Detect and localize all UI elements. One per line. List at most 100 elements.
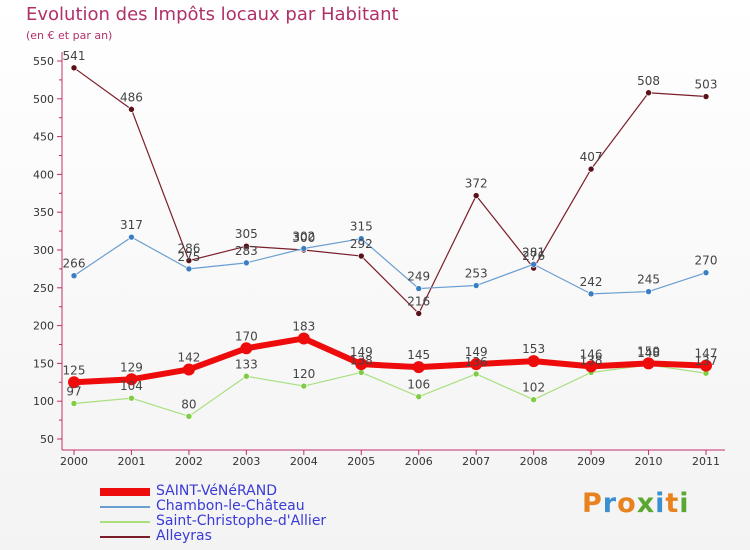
data-label: 80 xyxy=(181,397,196,411)
data-point xyxy=(357,252,365,260)
data-label: 372 xyxy=(465,177,488,191)
data-label: 281 xyxy=(522,245,545,259)
y-tick-label: 200 xyxy=(33,320,54,333)
data-point xyxy=(357,235,365,242)
logo-letter: o xyxy=(617,488,637,519)
data-label: 276 xyxy=(522,249,545,263)
data-point xyxy=(702,93,710,100)
y-tick-label: 400 xyxy=(33,168,54,181)
y-tick-label: 550 xyxy=(33,55,54,68)
data-point xyxy=(243,372,250,380)
data-label: 150 xyxy=(637,344,660,358)
data-label: 146 xyxy=(580,347,603,361)
data-label: 266 xyxy=(63,257,86,271)
data-label: 305 xyxy=(235,227,258,241)
data-point xyxy=(645,89,652,97)
y-tick-label: 50 xyxy=(40,433,54,446)
data-point xyxy=(243,259,250,267)
data-point xyxy=(530,396,537,403)
chart-subtitle: (en € et par an) xyxy=(26,29,113,42)
data-point xyxy=(415,310,423,317)
x-tick-label: 2008 xyxy=(520,455,548,468)
data-point xyxy=(185,413,193,420)
y-tick-label: 300 xyxy=(33,244,54,257)
data-label: 249 xyxy=(407,270,430,284)
data-point xyxy=(240,342,253,355)
y-tick-label: 250 xyxy=(33,282,54,295)
logo-letter: P xyxy=(582,488,603,519)
legend-swatch xyxy=(100,488,150,496)
data-point xyxy=(355,358,368,371)
data-point xyxy=(357,369,365,376)
data-point xyxy=(128,233,135,241)
data-point xyxy=(702,269,710,276)
logo-letter: i xyxy=(679,488,690,519)
data-point xyxy=(128,394,135,402)
data-label: 486 xyxy=(120,90,143,104)
proxiti-logo: Proxiti xyxy=(582,488,690,519)
data-label: 149 xyxy=(465,345,488,359)
data-point xyxy=(587,290,595,298)
legend-swatch xyxy=(100,521,150,523)
data-label: 302 xyxy=(292,229,315,243)
data-point xyxy=(470,358,483,371)
data-label: 253 xyxy=(465,267,488,281)
data-label: 138 xyxy=(350,353,373,367)
logo-letter: x xyxy=(636,488,656,519)
data-point xyxy=(125,373,138,386)
data-label: 137 xyxy=(695,354,718,368)
data-label: 148 xyxy=(637,346,660,360)
data-label: 503 xyxy=(695,78,718,92)
x-tick-label: 2005 xyxy=(347,455,375,468)
x-tick-label: 2009 xyxy=(577,455,605,468)
x-tick-label: 2001 xyxy=(117,455,145,468)
legend-label: Chambon-le-Château xyxy=(156,498,305,514)
y-tick-label: 500 xyxy=(33,93,54,106)
data-point xyxy=(642,357,655,370)
data-label: 275 xyxy=(177,250,200,264)
data-point xyxy=(415,285,423,292)
y-tick-label: 350 xyxy=(33,206,54,219)
data-label: 120 xyxy=(292,367,315,381)
data-label: 292 xyxy=(350,237,373,251)
series-line-saint-christophe-d-allier xyxy=(73,364,707,417)
data-label: 541 xyxy=(63,49,86,63)
x-tick-label: 2006 xyxy=(405,455,433,468)
data-point xyxy=(300,382,308,390)
data-label: 317 xyxy=(120,218,143,232)
data-label: 270 xyxy=(695,254,718,268)
data-point xyxy=(527,355,540,368)
data-label: 315 xyxy=(350,220,373,234)
logo-letter: t xyxy=(665,488,680,519)
data-label: 125 xyxy=(63,363,86,377)
data-point xyxy=(185,257,193,264)
series-line-saint-v-n-rand xyxy=(73,335,707,386)
data-point xyxy=(243,242,250,250)
x-tick-label: 2007 xyxy=(462,455,490,468)
data-label: 300 xyxy=(292,231,315,245)
legend-label: Alleyras xyxy=(156,528,212,544)
data-label: 170 xyxy=(235,329,258,343)
data-point xyxy=(645,288,652,295)
x-tick-label: 2003 xyxy=(232,455,260,468)
data-point xyxy=(585,360,598,373)
data-point xyxy=(472,282,480,289)
series-line-chambon-le-ch-teau xyxy=(73,236,707,295)
data-label: 153 xyxy=(522,342,545,356)
data-point xyxy=(587,165,595,173)
data-point xyxy=(415,393,423,400)
y-tick-label: 100 xyxy=(33,395,54,408)
data-point xyxy=(472,192,480,199)
x-tick-label: 2011 xyxy=(692,455,720,468)
data-point xyxy=(68,376,80,389)
legend-label: Saint-Christophe-d'Allier xyxy=(156,513,327,529)
data-label: 216 xyxy=(407,295,430,309)
legend-label: SAINT-VéNéRAND xyxy=(156,483,278,499)
data-label: 102 xyxy=(522,381,545,395)
data-point xyxy=(530,261,537,268)
data-point xyxy=(300,245,308,252)
data-label: 183 xyxy=(292,319,315,333)
data-label: 245 xyxy=(637,273,660,287)
